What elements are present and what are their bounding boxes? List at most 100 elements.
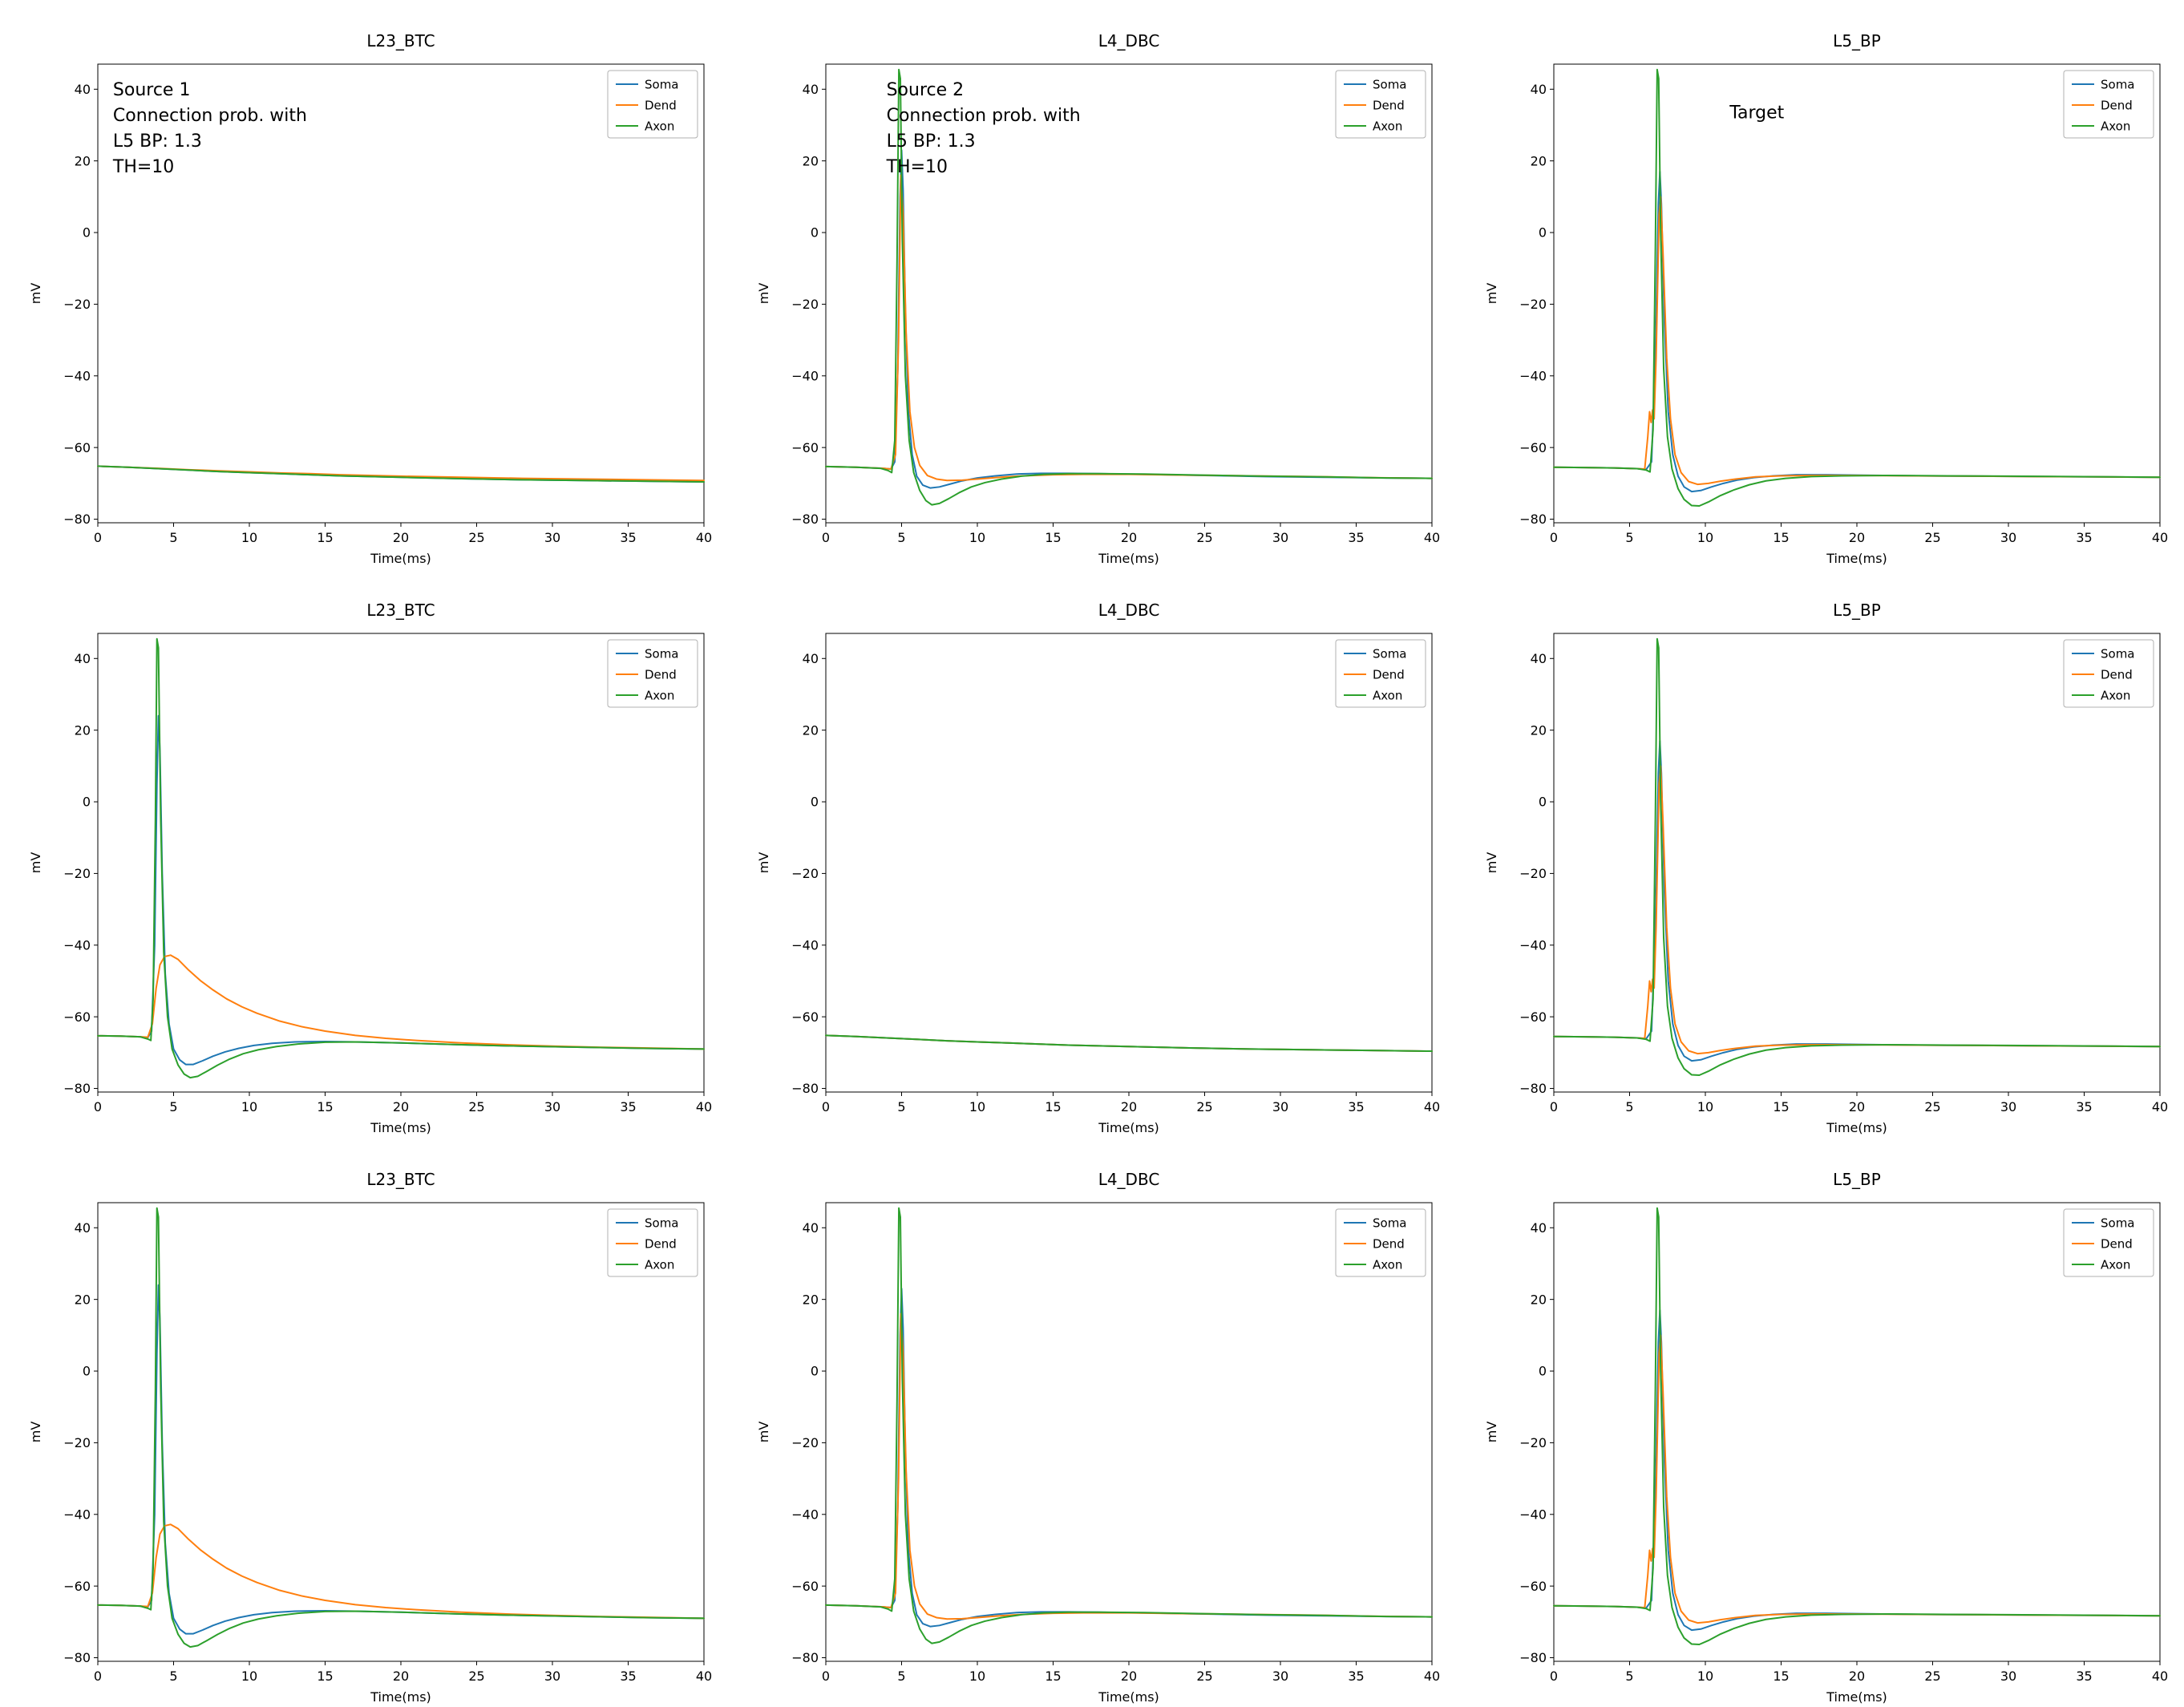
y-tick-label: −20 bbox=[791, 297, 819, 312]
y-axis-label: mV bbox=[756, 1422, 771, 1443]
y-tick-label: −80 bbox=[63, 1650, 91, 1665]
legend-label: Soma bbox=[2101, 1216, 2135, 1230]
y-tick-label: −40 bbox=[1519, 368, 1547, 383]
legend-label: Dend bbox=[645, 98, 677, 112]
subplot-r3-c3: L5_BP 0 5 10 15 20 25 30 35 40 −80 −60 −40 −20 0 20 40 Ti… bbox=[1456, 1139, 2184, 1707]
plot-title: L23_BTC bbox=[366, 601, 435, 620]
x-tick-label: 20 bbox=[1849, 1669, 1865, 1684]
series-line-axon bbox=[1553, 68, 2161, 507]
x-tick-label: 25 bbox=[1924, 1099, 1940, 1114]
y-tick-label: −60 bbox=[791, 440, 819, 455]
x-tick-label: 25 bbox=[468, 1669, 484, 1684]
legend-label: Dend bbox=[2101, 1236, 2133, 1251]
x-tick-label: 20 bbox=[393, 1099, 409, 1114]
legend-label: Axon bbox=[645, 688, 674, 702]
plot-canvas: L5_BP 0 5 10 15 20 25 30 35 40 −80 −60 −40 −20 0 20 40 Ti… bbox=[1484, 1170, 2168, 1705]
y-tick-label: −80 bbox=[791, 1081, 819, 1096]
series-line-axon bbox=[1553, 637, 2161, 1076]
x-tick-label: 30 bbox=[544, 1099, 560, 1114]
subplot-r1-c2: L4_DBC 0 5 10 15 20 25 30 35 40 −80 −60 −40 −20 0 20 40 T… bbox=[728, 0, 1456, 569]
x-tick-label: 15 bbox=[1045, 1099, 1061, 1114]
legend-box bbox=[607, 70, 698, 139]
x-tick-label: 25 bbox=[468, 1099, 484, 1114]
x-tick-label: 0 bbox=[1550, 1669, 1558, 1684]
y-tick-label: −60 bbox=[1519, 1579, 1547, 1594]
x-tick-label: 35 bbox=[1348, 530, 1364, 545]
legend-label: Axon bbox=[2101, 119, 2130, 133]
axes-frame bbox=[825, 63, 1433, 524]
x-tick-label: 35 bbox=[620, 1669, 636, 1684]
x-tick-label: 40 bbox=[2152, 530, 2168, 545]
plot-title: L4_DBC bbox=[1098, 1170, 1160, 1189]
x-axis-label: Time(ms) bbox=[1098, 1689, 1159, 1705]
legend: Soma Dend Axon bbox=[1335, 1208, 1426, 1277]
x-tick-label: 15 bbox=[1045, 1669, 1061, 1684]
legend-box bbox=[2063, 70, 2154, 139]
y-tick-label: −20 bbox=[63, 1435, 91, 1450]
y-tick-label: −60 bbox=[791, 1009, 819, 1025]
x-tick-label: 5 bbox=[1625, 1099, 1633, 1114]
annotation-line: Connection prob. with bbox=[113, 106, 307, 126]
legend: Soma Dend Axon bbox=[2063, 1208, 2154, 1277]
x-tick-label: 10 bbox=[241, 1099, 257, 1114]
annotation-line: Target bbox=[1729, 103, 1784, 123]
y-tick-label: 0 bbox=[83, 1364, 91, 1379]
y-tick-label: −20 bbox=[791, 1435, 819, 1450]
y-tick-label: −60 bbox=[63, 1009, 91, 1025]
x-tick-label: 35 bbox=[1348, 1669, 1364, 1684]
x-tick-label: 15 bbox=[317, 530, 333, 545]
y-tick-label: 0 bbox=[811, 1364, 819, 1379]
y-tick-label: 40 bbox=[803, 1220, 819, 1236]
x-tick-label: 20 bbox=[393, 530, 409, 545]
plot-title: L4_DBC bbox=[1098, 601, 1160, 620]
x-axis-label: Time(ms) bbox=[1826, 551, 1887, 566]
legend-box bbox=[607, 639, 698, 708]
y-tick-label: 20 bbox=[1531, 153, 1547, 168]
series-line-axon bbox=[97, 637, 705, 1079]
legend-label: Soma bbox=[645, 1216, 679, 1230]
y-tick-label: 20 bbox=[1531, 1292, 1547, 1307]
legend-label: Dend bbox=[645, 667, 677, 682]
y-tick-label: −20 bbox=[63, 297, 91, 312]
legend-label: Axon bbox=[645, 119, 674, 133]
y-tick-label: 0 bbox=[811, 225, 819, 241]
plot-canvas: L5_BP 0 5 10 15 20 25 30 35 40 −80 −60 −40 −20 0 20 40 Ti… bbox=[1484, 31, 2168, 566]
plot-title: L4_DBC bbox=[1098, 31, 1160, 51]
subplot-r2-c2: L4_DBC 0 5 10 15 20 25 30 35 40 −80 −60 −40 −20 0 20 40 T… bbox=[728, 569, 1456, 1139]
y-tick-label: −20 bbox=[1519, 1435, 1547, 1450]
legend-label: Dend bbox=[645, 1236, 677, 1251]
legend-box bbox=[1335, 70, 1426, 139]
y-tick-label: −80 bbox=[63, 1081, 91, 1096]
legend-label: Dend bbox=[1373, 1236, 1405, 1251]
x-tick-label: 25 bbox=[468, 530, 484, 545]
legend-label: Soma bbox=[1373, 1216, 1407, 1230]
y-tick-label: −60 bbox=[63, 440, 91, 455]
series-line-axon bbox=[825, 68, 1433, 506]
axes-frame bbox=[825, 1202, 1433, 1662]
y-tick-label: 40 bbox=[1531, 1220, 1547, 1236]
x-tick-label: 10 bbox=[241, 1669, 257, 1684]
x-tick-label: 40 bbox=[1424, 530, 1440, 545]
x-tick-label: 0 bbox=[94, 1099, 102, 1114]
plot-title: L5_BP bbox=[1833, 601, 1881, 620]
legend-label: Axon bbox=[1373, 688, 1402, 702]
subplot-r2-c3: L5_BP 0 5 10 15 20 25 30 35 40 −80 −60 −40 −20 0 20 40 Ti… bbox=[1456, 569, 2184, 1139]
x-tick-label: 40 bbox=[696, 530, 712, 545]
legend: Soma Dend Axon bbox=[1335, 639, 1426, 708]
x-tick-label: 20 bbox=[1121, 1099, 1137, 1114]
y-tick-label: −20 bbox=[1519, 297, 1547, 312]
x-tick-label: 40 bbox=[696, 1669, 712, 1684]
y-tick-label: 0 bbox=[1539, 795, 1547, 810]
legend-label: Soma bbox=[1373, 646, 1407, 661]
legend-label: Dend bbox=[1373, 667, 1405, 682]
legend-label: Soma bbox=[1373, 77, 1407, 91]
x-tick-label: 30 bbox=[2000, 1669, 2016, 1684]
x-tick-label: 10 bbox=[1697, 1669, 1713, 1684]
series-line-axon bbox=[97, 465, 705, 483]
x-tick-label: 40 bbox=[2152, 1669, 2168, 1684]
y-tick-label: −40 bbox=[791, 1507, 819, 1522]
plot-canvas: L4_DBC 0 5 10 15 20 25 30 35 40 −80 −60 −40 −20 0 20 40 T… bbox=[756, 1170, 1440, 1705]
y-tick-label: −60 bbox=[1519, 1009, 1547, 1025]
y-tick-label: 20 bbox=[803, 722, 819, 738]
annotation-line: Source 1 bbox=[113, 80, 191, 100]
